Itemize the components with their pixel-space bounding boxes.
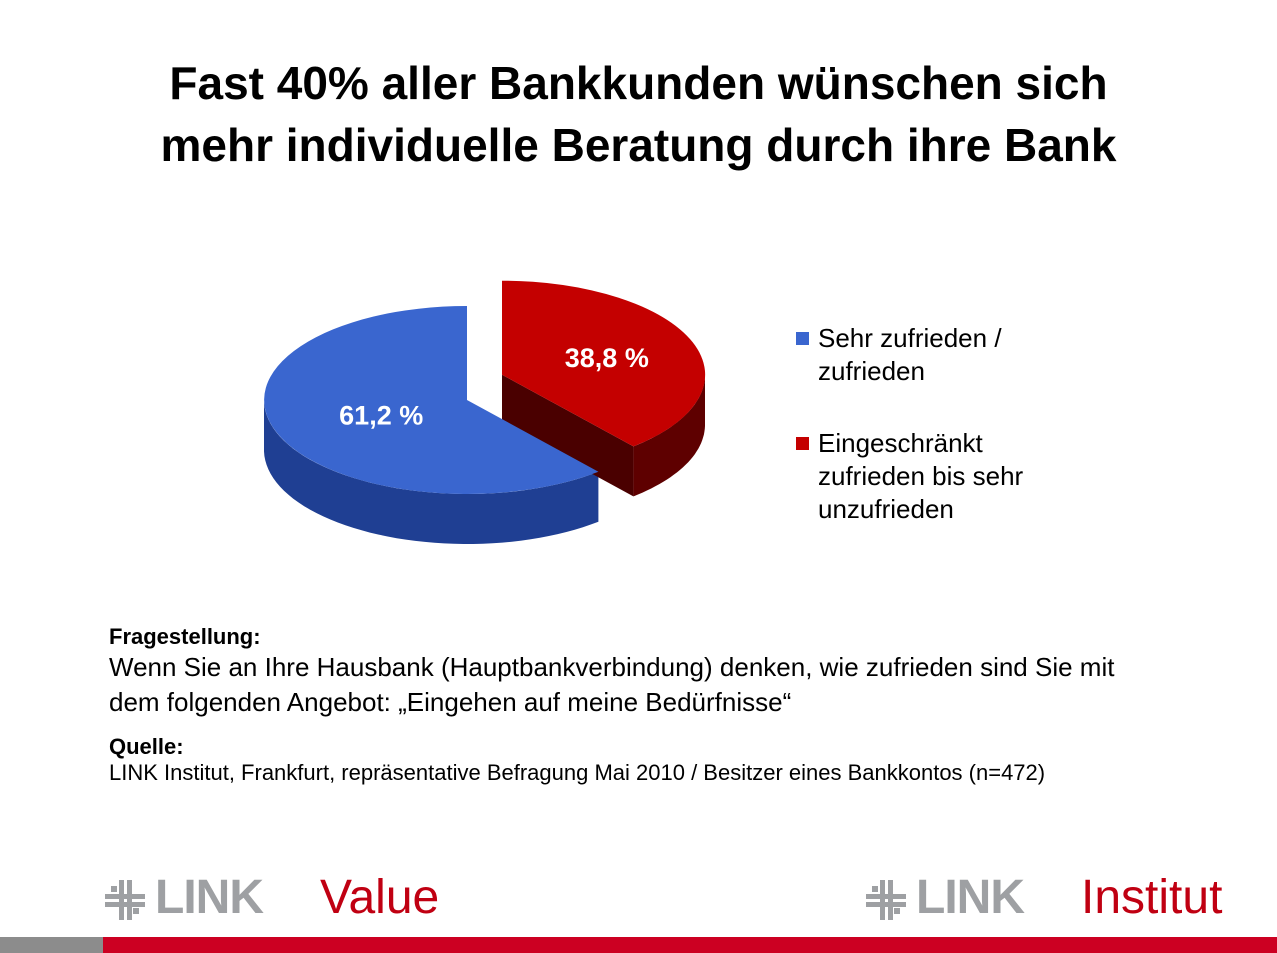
- question-section: Fragestellung: Wenn Sie an Ihre Hausbank…: [109, 624, 1229, 720]
- source-heading: Quelle:: [109, 734, 184, 759]
- logo-right-light: Institut: [1081, 871, 1223, 924]
- source-section: Quelle: LINK Institut, Frankfurt, repräs…: [109, 734, 1045, 786]
- source-text: LINK Institut, Frankfurt, repräsentative…: [109, 760, 1046, 785]
- title-line-1: Fast 40% aller Bankkunden wünschen sich: [169, 57, 1108, 109]
- legend-label-line: unzufrieden: [818, 494, 954, 524]
- legend-label-line: zufrieden: [818, 356, 925, 386]
- pie-slice-unsatisfied-label: 38,8 %: [565, 343, 649, 373]
- footer-bar-grey: [0, 937, 103, 953]
- pie-slice-unsatisfied-side: [633, 376, 705, 497]
- legend-label-line: Sehr zufrieden /: [818, 323, 1002, 353]
- footer-bar-red: [103, 937, 1277, 953]
- question-text-line-1: Wenn Sie an Ihre Hausbank (Hauptbankverb…: [109, 652, 1115, 682]
- legend-swatch-red: [796, 437, 809, 450]
- legend-label-line: Eingeschränkt: [818, 428, 983, 458]
- legend-swatch-blue: [796, 332, 809, 345]
- pie-slice-satisfied-label: 61,2 %: [339, 401, 423, 431]
- pie-data-labels: 61,2 % 38,8 %: [339, 343, 649, 431]
- logo-left-light: Value: [320, 871, 440, 924]
- page-title: Fast 40% aller Bankkunden wünschen sich …: [0, 52, 1277, 176]
- link-logo-icon: [866, 880, 906, 920]
- legend-label-line: zufrieden bis sehr: [818, 461, 1024, 491]
- pie-slice-satisfied: [264, 306, 599, 495]
- pie-slice-unsatisfied-cut-face: [502, 374, 634, 497]
- question-text-line-2: dem folgenden Angebot: „Eingehen auf mei…: [109, 687, 792, 717]
- logo-left-bold: LINK: [155, 871, 264, 924]
- link-logo-icon: [105, 880, 145, 920]
- title-line-2: mehr individuelle Beratung durch ihre Ba…: [160, 119, 1117, 171]
- logo-right-bold: LINK: [916, 871, 1025, 924]
- pie-top-layer: [264, 280, 706, 495]
- pie-depth-layer: [264, 374, 705, 544]
- question-heading: Fragestellung:: [109, 624, 261, 649]
- pie-slice-satisfied-side: [264, 401, 599, 544]
- pie-slice-unsatisfied: [502, 280, 706, 447]
